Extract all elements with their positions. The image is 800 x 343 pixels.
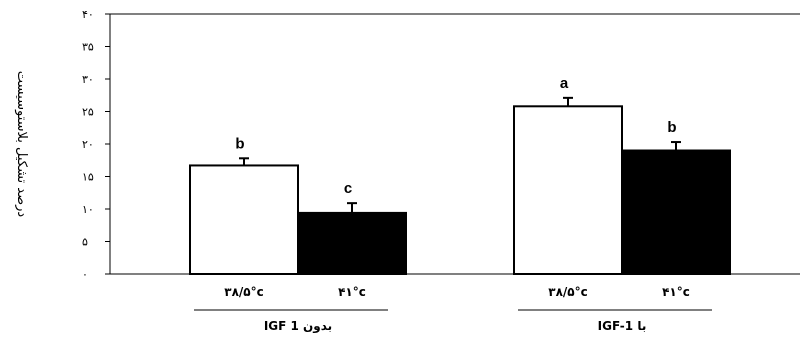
category-label: ۳۸/۵°c <box>548 285 587 299</box>
bar <box>513 105 623 275</box>
significance-letter: b <box>235 135 244 152</box>
y-tick-label: ۴۰ <box>82 8 94 21</box>
group-label: بدون IGF 1 <box>264 319 332 334</box>
group-label: با IGF-1 <box>598 319 647 333</box>
y-tick-label: ۵ <box>82 236 88 249</box>
y-tick-label: ۱۰ <box>82 203 94 216</box>
y-tick-label: ۳۰ <box>82 73 94 86</box>
y-axis-label: درصد تشکیل بلاستوسیست <box>14 71 29 218</box>
category-label: ۴۱°c <box>338 285 366 299</box>
significance-letter: b <box>667 119 676 136</box>
y-tick-label: ۲۰ <box>82 138 94 151</box>
bar <box>621 149 731 275</box>
y-tick-label: ۱۵ <box>82 171 94 184</box>
significance-letter: a <box>560 75 569 92</box>
y-tick-label: ۰ <box>82 268 88 281</box>
bar <box>189 164 299 275</box>
bars <box>189 96 731 275</box>
bar <box>297 211 407 275</box>
significance-letter: c <box>344 180 352 197</box>
y-tick-label: ۲۵ <box>82 106 94 119</box>
y-tick-label: ۳۵ <box>82 41 94 54</box>
category-label: ۳۸/۵°c <box>224 285 263 299</box>
labels: درصد تشکیل بلاستوسیست b ۳۸/۵°c c ۴۱°c بدون IG… <box>14 71 712 334</box>
category-label: ۴۱°c <box>662 285 690 299</box>
